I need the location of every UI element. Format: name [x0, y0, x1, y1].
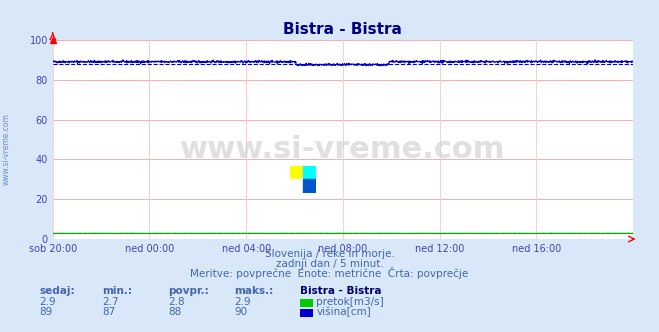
Text: maks.:: maks.: [234, 286, 273, 296]
Text: min.:: min.: [102, 286, 132, 296]
Bar [290, 179, 303, 193]
Text: 2.9: 2.9 [40, 297, 56, 307]
Bar [303, 166, 316, 179]
Text: 90: 90 [234, 307, 247, 317]
Text: 89: 89 [40, 307, 53, 317]
Text: 2.7: 2.7 [102, 297, 119, 307]
Text: 88: 88 [168, 307, 181, 317]
Text: www.si-vreme.com: www.si-vreme.com [2, 114, 11, 185]
Text: 87: 87 [102, 307, 115, 317]
Text: 2.8: 2.8 [168, 297, 185, 307]
Text: povpr.:: povpr.: [168, 286, 209, 296]
Title: Bistra - Bistra: Bistra - Bistra [283, 22, 402, 37]
Text: višina[cm]: višina[cm] [316, 306, 371, 317]
Bar [290, 166, 303, 179]
Text: 2.9: 2.9 [234, 297, 250, 307]
Text: Slovenija / reke in morje.: Slovenija / reke in morje. [264, 249, 395, 259]
Text: Meritve: povprečne  Enote: metrične  Črta: povprečje: Meritve: povprečne Enote: metrične Črta:… [190, 267, 469, 279]
Text: sedaj:: sedaj: [40, 286, 75, 296]
Text: pretok[m3/s]: pretok[m3/s] [316, 297, 384, 307]
Text: Bistra - Bistra: Bistra - Bistra [300, 286, 382, 296]
Text: www.si-vreme.com: www.si-vreme.com [180, 135, 505, 164]
Bar [303, 179, 316, 193]
Text: zadnji dan / 5 minut.: zadnji dan / 5 minut. [275, 259, 384, 269]
